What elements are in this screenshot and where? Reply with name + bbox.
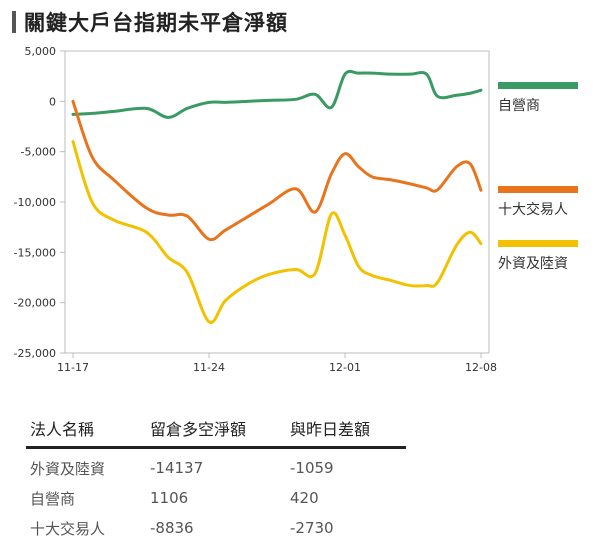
chart-title: 關鍵大戶台指期未平倉淨額 [24,11,288,35]
x-tick-label: 11-24 [193,361,225,374]
legend-item-0: 自營商 [498,82,578,115]
cell-daily-change: 420 [290,489,319,507]
y-tick-label: -5,000 [21,146,56,159]
series-line-1 [71,99,483,242]
x-tick-label: 11-17 [57,361,89,374]
y-tick-label: 0 [49,95,56,108]
y-tick-label: -10,000 [14,196,56,209]
cell-net-position: -8836 [150,519,194,537]
chart-area: 5,000 0 -5,000 -10,000 -15,000 -20,000 -25,000… [14,45,497,374]
table-row: 自營商 1106 420 [26,479,406,509]
y-axis: 5,000 0 -5,000 -10,000 -15,000 -20,000 -25,000 [14,45,65,360]
y-tick-label: -20,000 [14,297,56,310]
title-block: 關鍵大戶台指期未平倉淨額 [12,8,288,36]
cell-net-position: -14137 [150,459,204,477]
header-entity: 法人名稱 [26,414,146,449]
legend-swatch-2 [498,240,578,247]
legend-swatch-0 [498,82,578,89]
legend-label-1: 十大交易人 [498,202,568,218]
cell-daily-change: -2730 [290,519,334,537]
x-axis: 11-17 11-24 12-01 12-08 [57,353,497,374]
cell-daily-change: -1059 [290,459,334,477]
cell-entity: 十大交易人 [30,519,106,538]
legend-item-1: 十大交易人 [498,186,578,219]
x-tick-label: 12-01 [329,361,361,374]
summary-table: 法人名稱 留倉多空淨額 與昨日差額 外資及陸資 -14137 -1059 自營商… [26,414,406,539]
table-header-row: 法人名稱 留倉多空淨額 與昨日差額 [26,414,406,449]
y-tick-label: -15,000 [14,246,56,259]
header-net-position: 留倉多空淨額 [146,414,286,449]
cell-entity: 外資及陸資 [30,459,106,478]
table-row: 外資及陸資 -14137 -1059 [26,448,406,480]
table-row: 十大交易人 -8836 -2730 [26,509,406,539]
series-line-2 [71,140,483,324]
plot-frame [64,50,490,354]
y-tick-label: -25,000 [14,347,56,360]
cell-entity: 自營商 [30,489,76,508]
legend-label-0: 自營商 [498,98,540,114]
y-tick-label: 5,000 [25,45,57,58]
series-line-0 [71,69,483,119]
title-accent-bar [12,11,16,33]
series-lines [71,69,483,324]
legend-item-2: 外資及陸資 [498,240,578,273]
header-daily-change: 與昨日差額 [286,414,406,449]
x-tick-label: 12-08 [465,361,497,374]
legend-label-2: 外資及陸資 [498,256,568,272]
legend-swatch-1 [498,186,578,193]
cell-net-position: 1106 [150,489,189,507]
